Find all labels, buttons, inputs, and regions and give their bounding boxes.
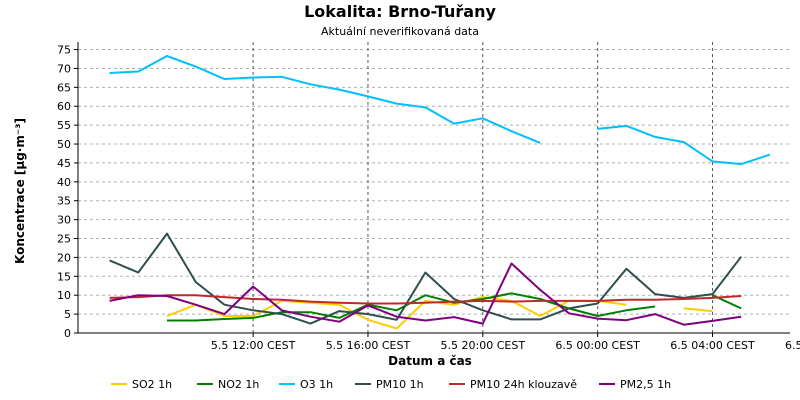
legend-label: PM2,5 1h — [620, 378, 671, 391]
x-tick-label: 6.5 08:00 CEST — [785, 339, 800, 352]
x-tick-label: 6.5 00:00 CEST — [555, 339, 640, 352]
legend-item-no2-1h: NO2 1h — [197, 378, 259, 391]
chart-subtitle: Aktuální neverifikovaná data — [321, 25, 479, 38]
axes — [74, 42, 790, 337]
legend-label: PM10 24h klouzavě — [470, 378, 577, 391]
series-line-pm10-1h — [109, 232, 742, 325]
x-tick-label: 5.5 20:00 CEST — [441, 339, 526, 352]
y-tick-label: 35 — [57, 195, 71, 208]
grid — [78, 42, 790, 333]
series — [109, 55, 771, 330]
legend-item-so2-1h: SO2 1h — [111, 378, 172, 391]
y-tick-label: 20 — [57, 251, 71, 264]
legend-label: PM10 1h — [376, 378, 424, 391]
series-line-so2-1h — [166, 296, 627, 330]
y-tick-label: 30 — [57, 214, 71, 227]
y-tick-label: 25 — [57, 233, 71, 246]
legend-item-pm10-1h: PM10 1h — [355, 378, 424, 391]
y-tick-label: 10 — [57, 289, 71, 302]
legend-label: NO2 1h — [218, 378, 259, 391]
x-tick-label: 5.5 16:00 CEST — [326, 339, 411, 352]
y-tick-label: 50 — [57, 138, 71, 151]
y-tick-label: 5 — [64, 308, 71, 321]
x-tick-label: 6.5 04:00 CEST — [670, 339, 755, 352]
series-line-pm2-5-1h — [109, 262, 742, 326]
legend-item-pm2-5-1h: PM2,5 1h — [599, 378, 671, 391]
y-tick-label: 70 — [57, 62, 71, 75]
y-tick-label: 65 — [57, 81, 71, 94]
series-line-o3-1h — [597, 124, 771, 166]
y-tick-label: 40 — [57, 176, 71, 189]
x-axis-label: Datum a čas — [388, 354, 472, 368]
tick-labels: 0 5 10 15 20 25 30 35 40 45 50 55 60 65 70 75 5.5 12:00 … — [57, 44, 800, 352]
legend-label: O3 1h — [300, 378, 333, 391]
legend-item-pm10-24h-klouzav: PM10 24h klouzavě — [449, 378, 577, 391]
series-line-so2-1h — [683, 307, 713, 313]
legend: SO2 1h NO2 1h O3 1h PM10 1h PM10 24h klouzav… — [111, 378, 671, 391]
series-line-o3-1h — [109, 55, 541, 144]
legend-item-o3-1h: O3 1h — [279, 378, 333, 391]
y-tick-label: 15 — [57, 270, 71, 283]
y-tick-label: 75 — [57, 44, 71, 57]
y-tick-label: 45 — [57, 157, 71, 170]
x-tick-label: 5.5 12:00 CEST — [211, 339, 296, 352]
y-axis-label: Koncentrace [µg·m⁻³] — [13, 118, 27, 264]
series-line-pm10-24h-klouzav — [109, 294, 742, 305]
legend-label: SO2 1h — [132, 378, 172, 391]
chart-title: Lokalita: Brno-Tuřany — [304, 2, 496, 21]
y-tick-label: 0 — [64, 327, 71, 340]
y-tick-label: 55 — [57, 119, 71, 132]
y-tick-label: 60 — [57, 100, 71, 113]
